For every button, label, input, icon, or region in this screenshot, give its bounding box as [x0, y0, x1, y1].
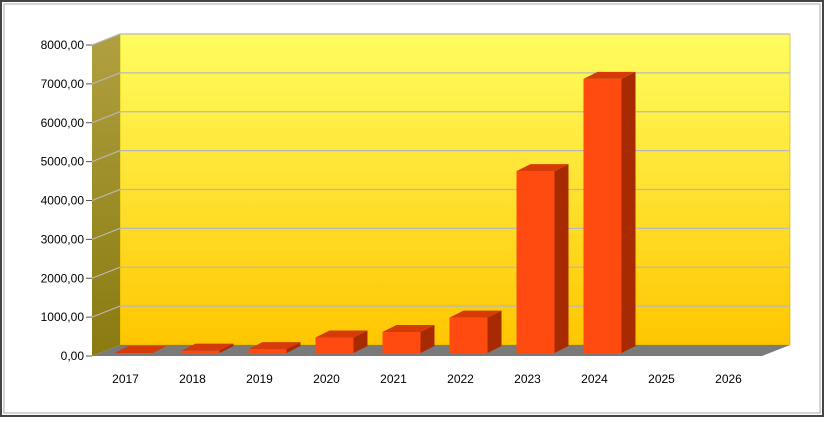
y-tick-label: 2000,00 — [41, 271, 85, 285]
y-tick-label: 6000,00 — [41, 116, 85, 130]
bar-front — [449, 317, 488, 353]
bar-front — [181, 350, 220, 353]
bar-top — [583, 71, 636, 79]
y-tick-label: 4000,00 — [41, 194, 85, 208]
bar-front — [382, 332, 421, 353]
bar-top — [248, 342, 301, 350]
bar-front — [315, 337, 354, 353]
bar-2021 — [382, 325, 435, 353]
x-tick-label: 2020 — [313, 372, 340, 386]
y-tick-label: 5000,00 — [41, 155, 85, 169]
x-tick-label: 2021 — [380, 372, 407, 386]
bar-front — [248, 349, 287, 353]
bar-2017 — [114, 346, 167, 354]
bar-side — [353, 330, 368, 353]
bar-side — [621, 71, 636, 354]
bar-side — [286, 342, 301, 353]
bar-2019 — [248, 342, 301, 353]
bar-2018 — [181, 343, 234, 353]
x-tick-label: 2018 — [179, 372, 206, 386]
inner-border — [3, 3, 821, 414]
bar-top — [382, 325, 435, 333]
bar-2024 — [583, 71, 636, 354]
bar-side — [487, 310, 502, 353]
x-tick-label: 2023 — [514, 372, 541, 386]
bar-top — [449, 310, 502, 318]
x-tick-label: 2019 — [246, 372, 273, 386]
y-tick-label: 1000,00 — [41, 310, 85, 324]
bar-top — [516, 164, 569, 172]
x-tick-label: 2025 — [648, 372, 675, 386]
bar-side — [420, 325, 435, 353]
x-tick-label: 2022 — [447, 372, 474, 386]
bar-front — [114, 353, 153, 354]
gridline — [91, 33, 790, 46]
y-tick-label: 3000,00 — [41, 232, 85, 246]
bar-front — [583, 78, 622, 354]
gridline — [91, 150, 790, 163]
x-tick-label: 2024 — [581, 372, 608, 386]
bar-2022 — [449, 310, 502, 353]
y-tick-label: 8000,00 — [41, 38, 85, 52]
y-tick-label: 7000,00 — [41, 77, 85, 91]
bar-top — [114, 346, 167, 353]
bar-side — [554, 164, 569, 353]
x-tick-label: 2017 — [112, 372, 139, 386]
bar-top — [181, 343, 234, 351]
bar-top — [315, 330, 368, 338]
y-tick-label: 0,00 — [61, 349, 85, 363]
gridline — [91, 111, 790, 124]
bar-2020 — [315, 330, 368, 353]
x-tick-label: 2026 — [715, 372, 742, 386]
bar-2023 — [516, 164, 569, 353]
gridline — [91, 72, 790, 85]
bar-side — [219, 343, 234, 353]
bar-front — [516, 171, 555, 353]
